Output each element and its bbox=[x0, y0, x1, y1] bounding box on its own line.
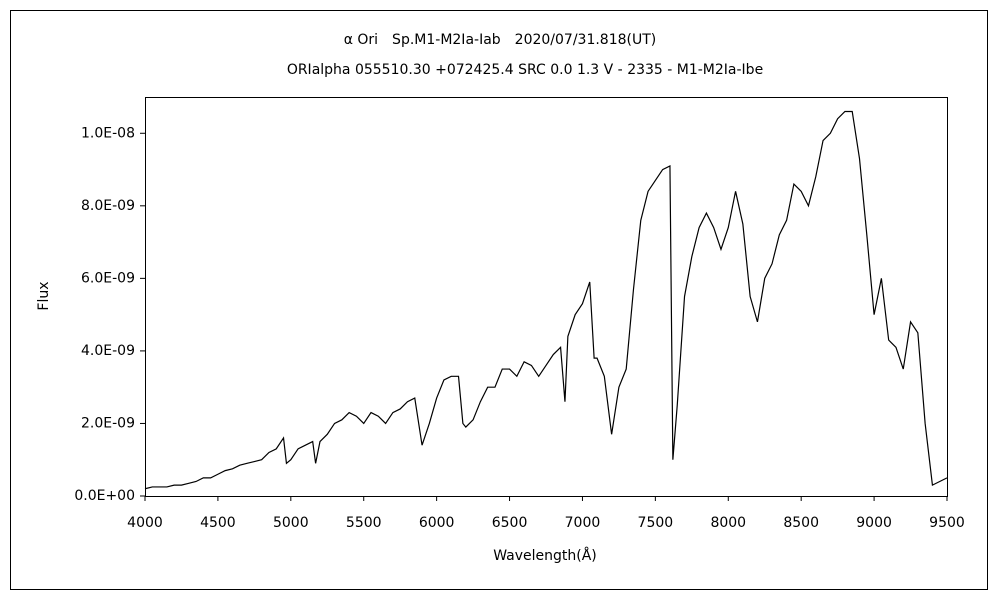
y-tick-label: 8.0E-09 bbox=[81, 198, 135, 214]
chart-subtitle: ORIalpha 055510.30 +072425.4 SRC 0.0 1.3… bbox=[287, 62, 763, 78]
y-axis-label: Flux bbox=[36, 281, 52, 310]
x-tick-label: 7500 bbox=[638, 515, 674, 531]
x-tick-label: 8000 bbox=[710, 515, 746, 531]
x-tick-label: 9500 bbox=[929, 515, 965, 531]
chart-frame bbox=[10, 10, 988, 590]
x-tick-label: 4500 bbox=[200, 515, 236, 531]
x-tick-label: 4000 bbox=[127, 515, 163, 531]
y-tick-label: 2.0E-09 bbox=[81, 415, 135, 431]
x-axis-label: Wavelength(Å) bbox=[493, 547, 597, 564]
spectrum-line bbox=[144, 110, 948, 490]
x-tick-label: 5500 bbox=[346, 515, 382, 531]
x-tick-label: 8500 bbox=[783, 515, 819, 531]
y-tick-label: 6.0E-09 bbox=[81, 270, 135, 286]
x-tick-label: 7000 bbox=[565, 515, 601, 531]
x-tick-label: 5000 bbox=[273, 515, 309, 531]
chart-title: α Ori Sp.M1-M2Ia-Iab 2020/07/31.818(UT) bbox=[344, 32, 657, 48]
y-tick-label: 0.0E+00 bbox=[74, 488, 135, 504]
y-tick-label: 4.0E-09 bbox=[81, 343, 135, 359]
x-tick-label: 6500 bbox=[492, 515, 528, 531]
y-tick-label: 1.0E-08 bbox=[81, 125, 135, 141]
plot-area bbox=[145, 97, 948, 497]
x-tick-label: 9000 bbox=[856, 515, 892, 531]
x-tick-label: 6000 bbox=[419, 515, 455, 531]
